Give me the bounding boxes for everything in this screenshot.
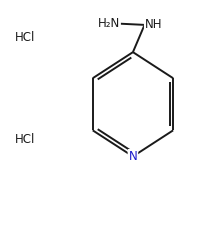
Text: H₂N: H₂N bbox=[98, 17, 120, 30]
Text: HCl: HCl bbox=[15, 32, 35, 44]
Text: NH: NH bbox=[145, 18, 162, 31]
Text: HCl: HCl bbox=[15, 133, 35, 146]
Text: N: N bbox=[128, 150, 137, 163]
